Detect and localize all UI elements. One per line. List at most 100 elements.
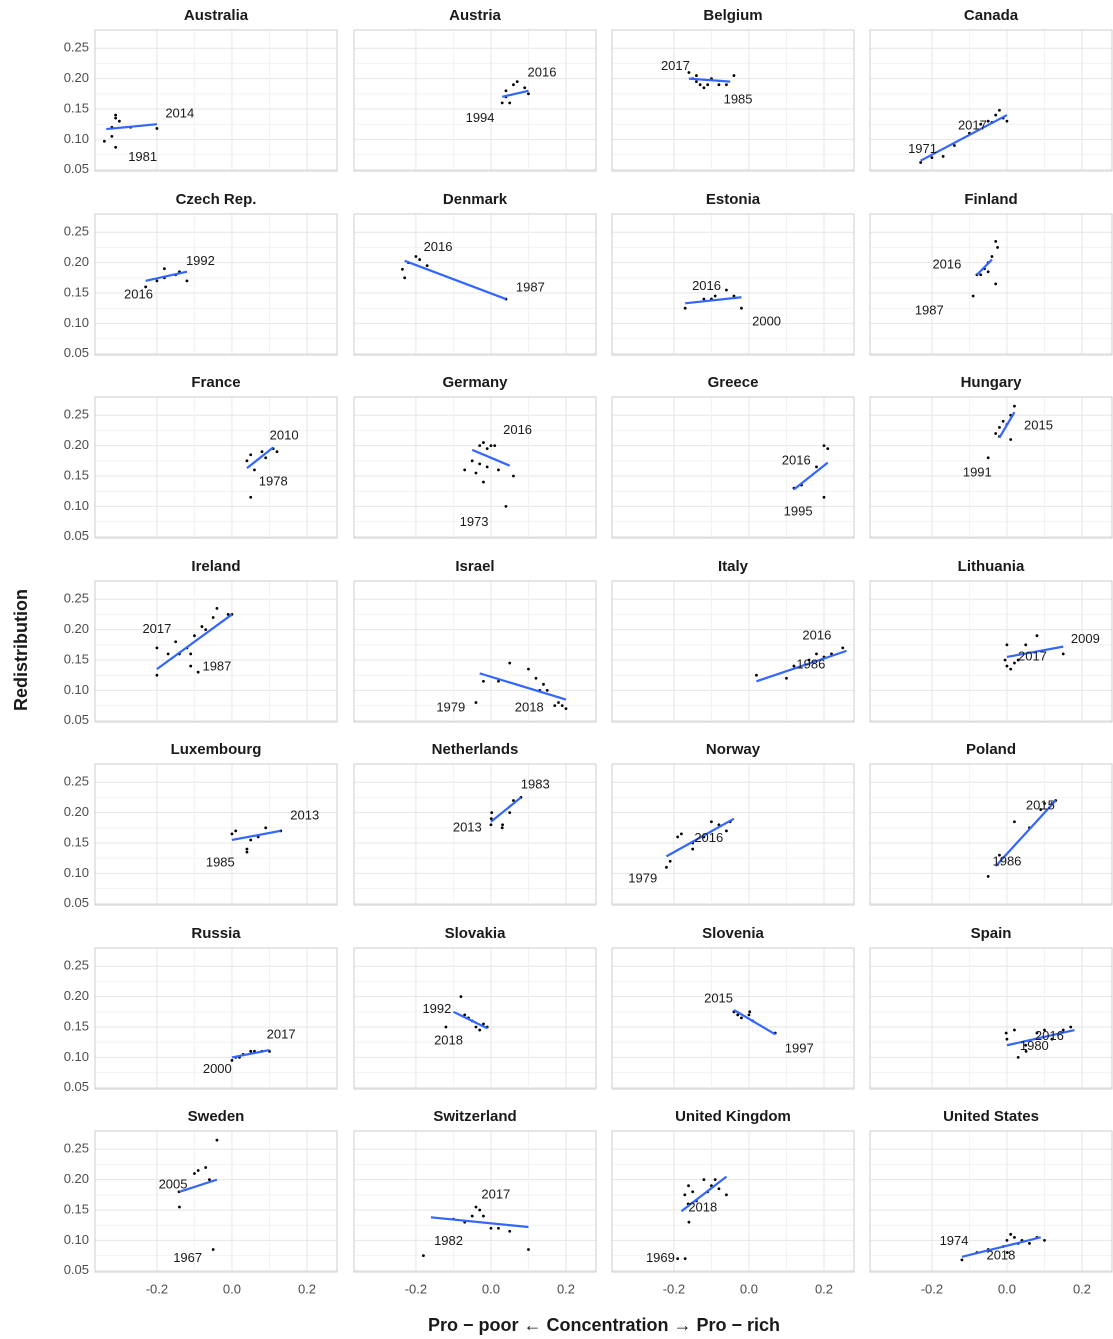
panel-title: Sweden (188, 1108, 245, 1125)
point (508, 811, 512, 815)
point (114, 113, 118, 117)
y-tick-label: 0.20 (64, 804, 89, 819)
point (706, 83, 710, 87)
fit-line (404, 259, 507, 301)
point (245, 847, 249, 851)
point (1043, 1238, 1046, 1242)
panel-border (611, 763, 855, 906)
year-label: 1992 (422, 1001, 451, 1016)
point (996, 246, 999, 249)
point (725, 83, 728, 87)
year-label: 1979 (628, 870, 657, 885)
point (264, 826, 268, 830)
point (564, 707, 568, 711)
point (200, 625, 204, 628)
point (527, 92, 530, 96)
point (732, 294, 736, 298)
year-label: 2000 (203, 1061, 232, 1076)
point (1013, 1028, 1016, 1032)
point (1005, 664, 1009, 668)
point (680, 832, 683, 836)
year-label: 1974 (940, 1233, 969, 1248)
panel-border (353, 1130, 597, 1273)
panel-title: Luxembourg (171, 741, 262, 758)
panel-title: Denmark (443, 191, 508, 208)
point (713, 294, 717, 298)
point (1043, 802, 1046, 805)
y-tick-label: 0.15 (64, 284, 89, 299)
y-tick-label: 0.25 (64, 224, 89, 239)
point (489, 823, 493, 827)
panel-title: Germany (442, 374, 508, 391)
year-label: 2000 (752, 314, 781, 329)
point (474, 471, 478, 475)
fit-line (501, 89, 529, 98)
year-label: 2018 (434, 1032, 463, 1047)
panel-title: Canada (964, 7, 1019, 24)
y-tick-label: 0.15 (64, 1018, 89, 1033)
point (249, 838, 253, 842)
point (470, 1214, 474, 1218)
point (482, 1022, 485, 1026)
panel-border (94, 396, 338, 539)
year-label: 2017 (267, 1026, 296, 1041)
y-tick-label: 0.10 (64, 1049, 89, 1064)
panel-title: Russia (191, 925, 241, 942)
point (960, 1258, 964, 1262)
year-label: 2016 (1035, 1028, 1064, 1043)
point (497, 1226, 500, 1230)
panel-title: Spain (971, 925, 1012, 942)
point (193, 634, 196, 638)
point (512, 799, 515, 802)
point (463, 1013, 467, 1017)
point (1013, 404, 1016, 408)
fit-line (688, 77, 731, 83)
y-axis-title: Redistribution (11, 589, 31, 711)
y-tick-label: 0.05 (64, 712, 89, 727)
fit-line (733, 1009, 776, 1036)
point (110, 134, 114, 138)
panel-border (353, 947, 597, 1090)
point (792, 664, 796, 668)
y-tick-label: 0.25 (64, 407, 89, 422)
panel-border (611, 580, 855, 723)
year-label: 1986 (796, 656, 825, 671)
fit-line (665, 817, 735, 858)
point (114, 145, 118, 149)
fit-line (961, 1236, 1041, 1258)
fit-line (976, 258, 993, 276)
y-tick-label: 0.10 (64, 1232, 89, 1247)
y-tick-label: 0.20 (64, 254, 89, 269)
point (1013, 661, 1016, 665)
point (196, 1169, 200, 1172)
year-label: 2017 (481, 1186, 510, 1201)
panel-border (611, 213, 855, 356)
panel-border (611, 29, 855, 172)
point (841, 646, 845, 650)
panel-border (869, 763, 1113, 906)
fit-line (994, 799, 1057, 867)
point (687, 1220, 691, 1224)
point (508, 661, 512, 665)
point (482, 441, 485, 444)
point (490, 811, 494, 815)
point (826, 447, 830, 451)
panel-border (611, 396, 855, 539)
year-label: 2016 (694, 830, 723, 845)
point (725, 829, 728, 833)
point (698, 83, 702, 87)
year-label: 2017 (661, 58, 690, 73)
point (174, 640, 178, 644)
y-tick-label: 0.25 (64, 958, 89, 973)
panel-border (353, 763, 597, 906)
y-tick-label: 0.10 (64, 315, 89, 330)
point (470, 459, 474, 463)
point (497, 468, 500, 472)
panel-border (869, 1130, 1113, 1273)
panel-title: Lithuania (958, 558, 1025, 575)
point (1050, 1037, 1054, 1041)
point (1024, 643, 1028, 647)
point (482, 1214, 485, 1218)
year-label: 2015 (1026, 797, 1055, 812)
panel-title: Finland (964, 191, 1017, 208)
